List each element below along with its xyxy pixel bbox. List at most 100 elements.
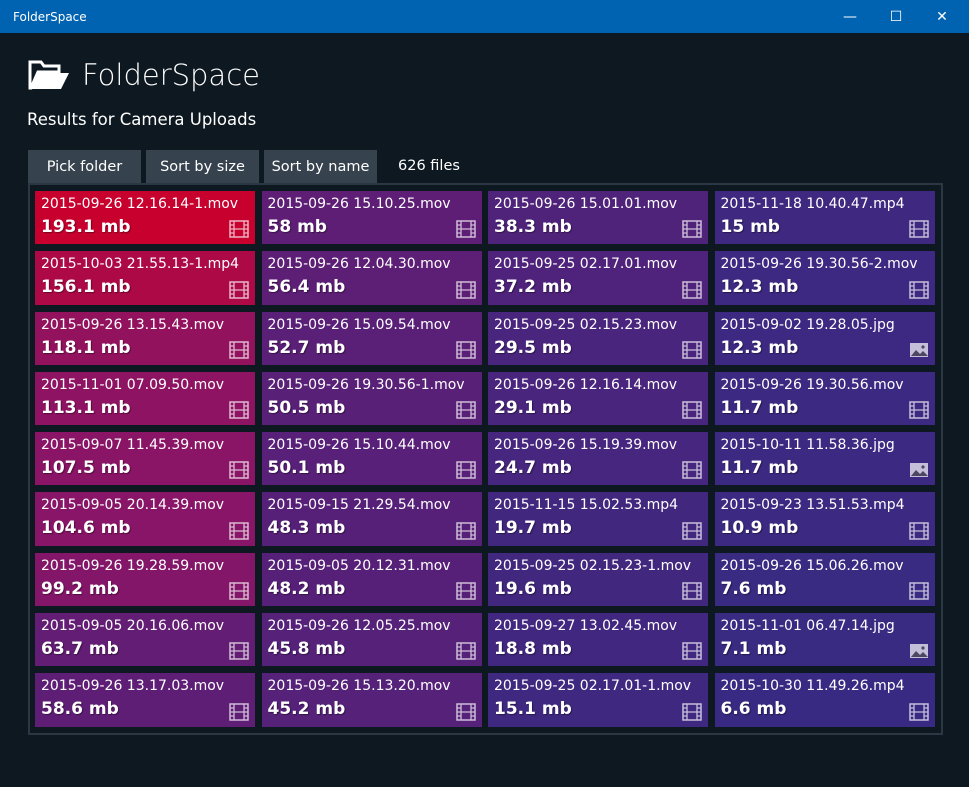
file-tile[interactable]: 2015-09-26 15.06.26.mov 7.6 mb bbox=[714, 552, 935, 607]
file-tile[interactable]: 2015-09-25 02.15.23.mov 29.5 mb bbox=[488, 311, 708, 365]
file-name: 2015-09-26 12.04.30.mov bbox=[267, 256, 451, 273]
file-size: 118.1 mb bbox=[41, 337, 131, 358]
file-tile[interactable]: 2015-09-05 20.14.39.mov 104.6 mb bbox=[35, 492, 255, 546]
film-icon bbox=[229, 522, 249, 540]
film-icon bbox=[455, 702, 476, 721]
file-size: 58.6 mb bbox=[41, 699, 119, 720]
file-size: 12.3 mb bbox=[720, 277, 799, 298]
film-icon bbox=[455, 280, 476, 299]
film-icon bbox=[682, 280, 702, 299]
film-icon bbox=[455, 582, 476, 600]
file-size: 45.8 mb bbox=[267, 639, 346, 660]
file-size: 56.4 mb bbox=[267, 277, 346, 298]
file-size: 19.7 mb bbox=[494, 518, 572, 539]
file-name: 2015-09-26 12.05.25.mov bbox=[267, 618, 451, 635]
close-button[interactable]: ✕ bbox=[936, 8, 948, 25]
file-size: 45.2 mb bbox=[267, 699, 346, 720]
film-icon bbox=[455, 220, 476, 239]
film-icon bbox=[908, 582, 929, 600]
pick-folder-button[interactable]: Pick folder bbox=[28, 150, 141, 183]
file-tile[interactable]: 2015-09-26 12.16.14.mov 29.1 mb bbox=[488, 371, 708, 426]
film-icon bbox=[682, 341, 702, 359]
file-tile[interactable]: 2015-09-26 13.15.43.mov 118.1 mb bbox=[35, 311, 255, 365]
file-tile[interactable]: 2015-11-01 06.47.14.jpg 7.1 mb bbox=[714, 613, 935, 667]
file-name: 2015-09-07 11.45.39.mov bbox=[41, 437, 225, 454]
file-size: 11.7 mb bbox=[720, 458, 799, 479]
film-icon bbox=[908, 702, 929, 721]
film-icon bbox=[455, 401, 476, 419]
file-tile[interactable]: 2015-11-01 07.09.50.mov 113.1 mb bbox=[35, 371, 255, 426]
file-size: 58 mb bbox=[267, 217, 327, 237]
file-name: 2015-09-25 02.15.23-1.mov bbox=[494, 557, 692, 574]
file-tile[interactable]: 2015-09-27 13.02.45.mov 18.8 mb bbox=[488, 613, 708, 667]
film-icon bbox=[908, 401, 929, 419]
app-header: FolderSpace bbox=[28, 58, 260, 92]
file-tile[interactable]: 2015-09-23 13.51.53.mp4 10.9 mb bbox=[714, 492, 935, 546]
sort-by-name-button[interactable]: Sort by name bbox=[264, 150, 377, 183]
file-size: 19.6 mb bbox=[494, 578, 572, 599]
file-tile[interactable]: 2015-09-26 15.10.44.mov 50.1 mb bbox=[261, 432, 482, 486]
file-tile[interactable]: 2015-09-25 02.15.23-1.mov 19.6 mb bbox=[488, 552, 708, 607]
file-tile[interactable]: 2015-11-18 10.40.47.mp4 15 mb bbox=[714, 191, 935, 245]
file-name: 2015-09-26 13.15.43.mov bbox=[41, 316, 225, 333]
file-tile[interactable]: 2015-09-25 02.17.01.mov 37.2 mb bbox=[488, 251, 708, 305]
file-tile[interactable]: 2015-09-02 19.28.05.jpg 12.3 mb bbox=[714, 311, 935, 365]
film-icon bbox=[908, 522, 929, 540]
file-size: 50.5 mb bbox=[267, 397, 346, 418]
image-icon bbox=[909, 642, 929, 660]
file-name: 2015-09-26 15.10.44.mov bbox=[267, 437, 451, 454]
film-icon bbox=[908, 220, 929, 239]
film-icon bbox=[229, 642, 249, 661]
file-tile[interactable]: 2015-09-26 15.01.01.mov 38.3 mb bbox=[488, 191, 708, 245]
file-size: 37.2 mb bbox=[494, 277, 572, 298]
file-count: 626 files bbox=[398, 158, 460, 174]
file-tile[interactable]: 2015-09-26 19.30.56.mov 11.7 mb bbox=[714, 371, 935, 426]
file-name: 2015-09-27 13.02.45.mov bbox=[494, 618, 678, 635]
file-tile[interactable]: 2015-09-26 13.17.03.mov 58.6 mb bbox=[35, 673, 255, 727]
results-subtitle: Results for Camera Uploads bbox=[27, 110, 257, 129]
file-tile[interactable]: 2015-09-26 12.05.25.mov 45.8 mb bbox=[261, 613, 482, 667]
file-tile[interactable]: 2015-09-05 20.12.31.mov 48.2 mb bbox=[261, 552, 482, 607]
file-tile[interactable]: 2015-09-26 15.09.54.mov 52.7 mb bbox=[261, 311, 482, 365]
file-size: 104.6 mb bbox=[41, 518, 131, 539]
file-size: 11.7 mb bbox=[720, 397, 799, 418]
file-size: 18.8 mb bbox=[494, 639, 572, 660]
file-tile[interactable]: 2015-09-25 02.17.01-1.mov 15.1 mb bbox=[488, 673, 708, 727]
file-tile[interactable]: 2015-10-11 11.58.36.jpg 11.7 mb bbox=[714, 432, 935, 486]
film-icon bbox=[455, 642, 476, 661]
maximize-button[interactable]: ☐ bbox=[889, 8, 903, 25]
file-tile[interactable]: 2015-09-26 15.13.20.mov 45.2 mb bbox=[261, 673, 482, 727]
file-name: 2015-09-26 15.06.26.mov bbox=[720, 557, 904, 574]
sort-by-size-button[interactable]: Sort by size bbox=[146, 150, 259, 183]
file-tile[interactable]: 2015-09-07 11.45.39.mov 107.5 mb bbox=[35, 432, 255, 486]
file-name: 2015-11-18 10.40.47.mp4 bbox=[720, 196, 905, 212]
minimize-button[interactable]: — bbox=[843, 8, 857, 25]
file-name: 2015-09-26 15.09.54.mov bbox=[267, 316, 451, 333]
file-tile[interactable]: 2015-09-26 15.19.39.mov 24.7 mb bbox=[488, 432, 708, 486]
file-name: 2015-09-26 12.16.14.mov bbox=[494, 376, 678, 393]
file-tile[interactable]: 2015-09-26 12.16.14-1.mov 193.1 mb bbox=[35, 191, 255, 245]
film-icon bbox=[229, 461, 249, 480]
file-tile[interactable]: 2015-11-15 15.02.53.mp4 19.7 mb bbox=[488, 492, 708, 546]
file-size: 156.1 mb bbox=[41, 277, 131, 298]
file-tile[interactable]: 2015-10-30 11.49.26.mp4 6.6 mb bbox=[714, 673, 935, 727]
file-tile[interactable]: 2015-09-05 20.16.06.mov 63.7 mb bbox=[35, 613, 255, 667]
file-name: 2015-09-26 19.30.56-2.mov bbox=[720, 256, 918, 273]
file-tile[interactable]: 2015-09-26 15.10.25.mov 58 mb bbox=[261, 191, 482, 245]
file-tile[interactable]: 2015-10-03 21.55.13-1.mp4 156.1 mb bbox=[35, 251, 255, 305]
file-grid: 2015-09-26 12.16.14-1.mov 193.1 mb 2015-10… bbox=[28, 183, 943, 735]
file-name: 2015-11-01 07.09.50.mov bbox=[41, 376, 225, 393]
film-icon bbox=[455, 341, 476, 359]
file-tile[interactable]: 2015-09-26 19.30.56-1.mov 50.5 mb bbox=[261, 371, 482, 426]
film-icon bbox=[682, 702, 702, 721]
file-tile[interactable]: 2015-09-15 21.29.54.mov 48.3 mb bbox=[261, 492, 482, 546]
film-icon bbox=[682, 642, 702, 661]
file-tile[interactable]: 2015-09-26 19.28.59.mov 99.2 mb bbox=[35, 552, 255, 607]
file-tile[interactable]: 2015-09-26 19.30.56-2.mov 12.3 mb bbox=[714, 251, 935, 305]
file-name: 2015-09-05 20.12.31.mov bbox=[267, 557, 451, 574]
file-name: 2015-09-26 12.16.14-1.mov bbox=[41, 196, 239, 212]
file-tile[interactable]: 2015-09-26 12.04.30.mov 56.4 mb bbox=[261, 251, 482, 305]
film-icon bbox=[229, 401, 249, 419]
file-name: 2015-09-26 19.28.59.mov bbox=[41, 557, 225, 574]
file-size: 10.9 mb bbox=[720, 518, 799, 539]
